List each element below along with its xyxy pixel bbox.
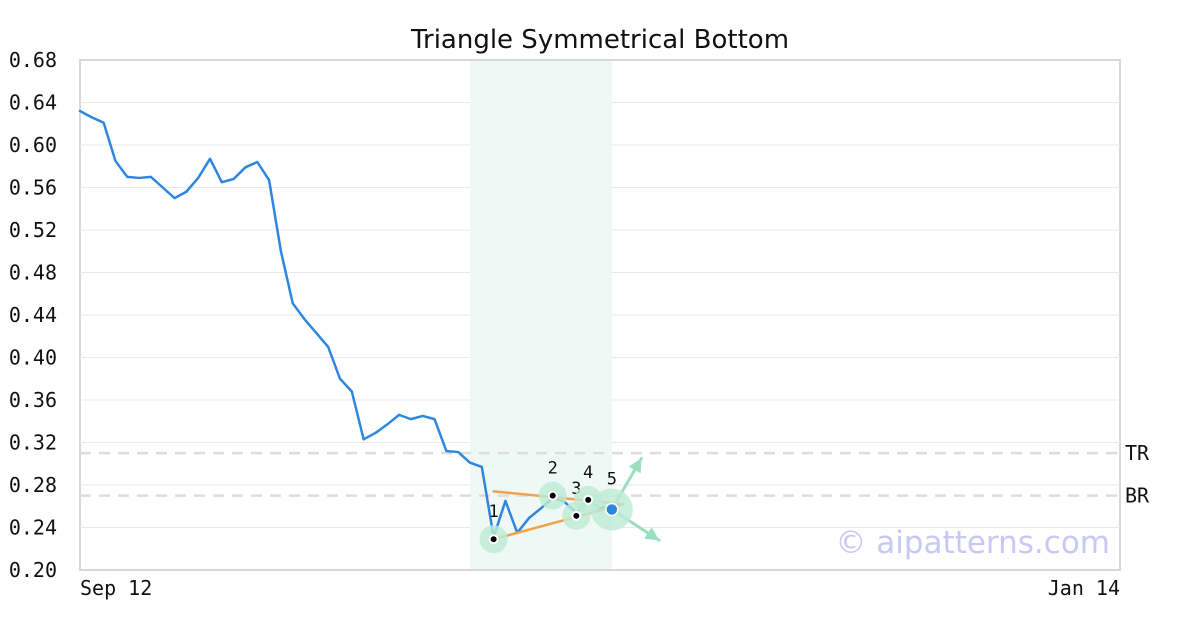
pattern-point-4: [583, 494, 594, 505]
reference-label-br: BR: [1125, 484, 1150, 508]
highlight-band: [470, 61, 612, 569]
highlight-layer: [470, 61, 612, 569]
breakout-arrows-layer: [610, 456, 661, 542]
y-tick-7: 0.40: [9, 346, 57, 370]
pattern-point-3: [571, 510, 582, 521]
y-tick-12: 0.20: [9, 558, 57, 582]
y-axis: 0.68 0.64 0.60 0.56 0.52 0.48 0.44 0.40 0.36 0.32…: [9, 48, 57, 582]
pattern-point-label-5: 5: [607, 469, 617, 489]
pattern-point-label-2: 2: [548, 459, 558, 479]
watermark-text: © aipatterns.com: [835, 525, 1110, 561]
breakout-arrowhead-0: [628, 458, 642, 474]
y-tick-8: 0.36: [9, 388, 57, 412]
y-tick-2: 0.60: [9, 133, 57, 157]
y-tick-3: 0.56: [9, 176, 57, 200]
pattern-point-5: [605, 502, 619, 517]
breakout-arrowhead-1: [644, 527, 660, 541]
y-tick-6: 0.44: [9, 303, 57, 327]
y-tick-9: 0.32: [9, 431, 57, 455]
chart-title: Triangle Symmetrical Bottom: [410, 25, 789, 55]
y-tick-5: 0.48: [9, 261, 57, 285]
series-layer: [78, 109, 614, 539]
y-tick-10: 0.28: [9, 473, 57, 497]
pattern-point-label-3: 3: [571, 479, 581, 499]
pattern-points-layer: 1 234 5: [479, 459, 633, 554]
x-axis: Sep 12 Jan 14: [80, 576, 1120, 600]
y-tick-11: 0.24: [9, 516, 57, 540]
y-tick-1: 0.64: [9, 91, 57, 115]
y-tick-0: 0.68: [9, 48, 57, 72]
x-tick-end: Jan 14: [1048, 576, 1120, 600]
pattern-point-label-1: 1: [489, 502, 499, 522]
price-series-line: [78, 109, 614, 539]
x-tick-start: Sep 12: [80, 576, 152, 600]
reference-label-tr: TR: [1125, 441, 1150, 465]
pattern-point-label-4: 4: [583, 463, 593, 483]
pattern-point-1: [488, 534, 499, 545]
pattern-point-2: [547, 490, 558, 501]
y-tick-4: 0.52: [9, 218, 57, 242]
